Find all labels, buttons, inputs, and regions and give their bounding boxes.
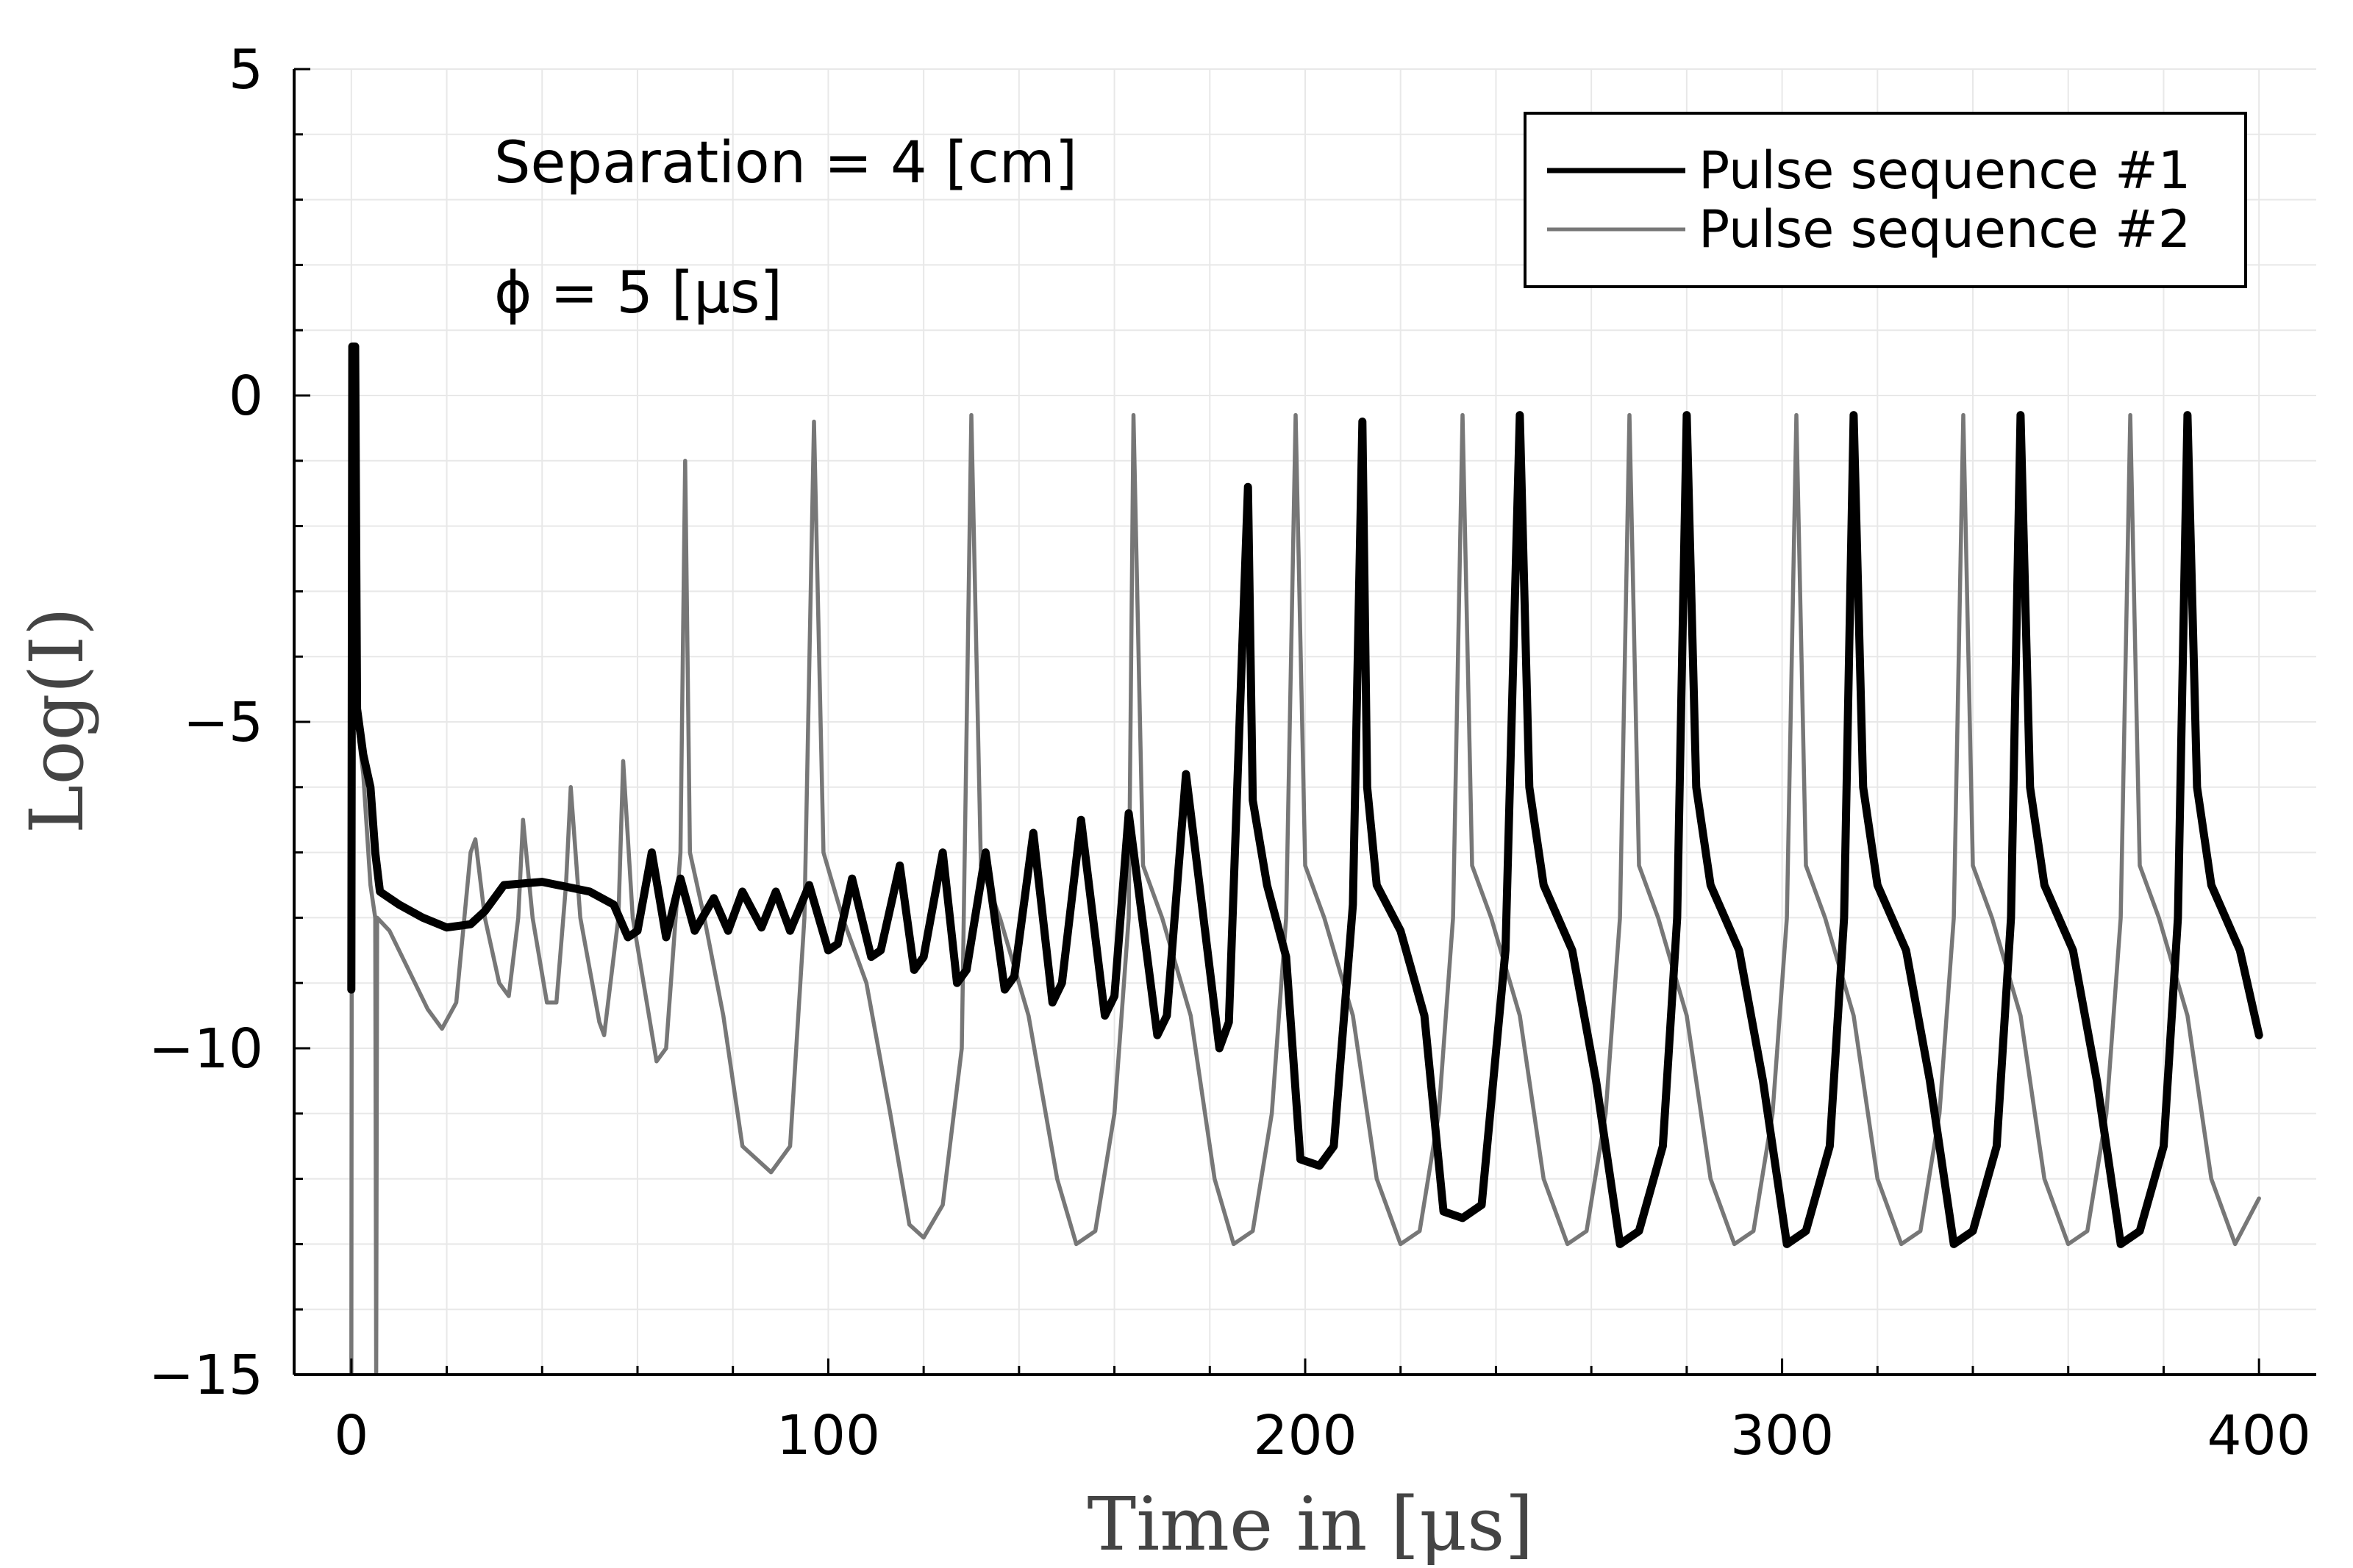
x-tick-label: 300	[1730, 1404, 1834, 1467]
y-tick-label: −5	[183, 691, 263, 754]
series-line-2	[349, 348, 2261, 1375]
ticks: 0 100 200 300 400 −15 −10 −5 0 5	[149, 38, 2311, 1467]
x-tick-label: 100	[776, 1404, 880, 1467]
plot-area	[347, 342, 2263, 1375]
y-tick-label: −10	[149, 1017, 263, 1081]
y-tick-label: 0	[229, 365, 263, 428]
x-tick-label: 0	[334, 1404, 368, 1467]
legend: Pulse sequence #1 Pulse sequence #2	[1524, 112, 2247, 288]
x-tick-label: 200	[1253, 1404, 1357, 1467]
x-tick-label: 400	[2207, 1404, 2311, 1467]
series-line-1	[347, 342, 2263, 1248]
annotation-phi: ϕ = 5 [μs]	[494, 260, 782, 326]
legend-box	[1524, 112, 2247, 288]
legend-label-series-1: Pulse sequence #1	[1699, 140, 2190, 201]
y-axis-title: Log(I)	[14, 607, 100, 834]
x-axis-title: Time in [μs]	[1088, 1481, 1534, 1567]
y-tick-label: 5	[229, 38, 263, 101]
legend-label-series-2: Pulse sequence #2	[1699, 199, 2190, 259]
annotation-separation: Separation = 4 [cm]	[494, 130, 1077, 196]
series-lines	[347, 342, 2263, 1375]
y-tick-label: −15	[149, 1344, 263, 1407]
